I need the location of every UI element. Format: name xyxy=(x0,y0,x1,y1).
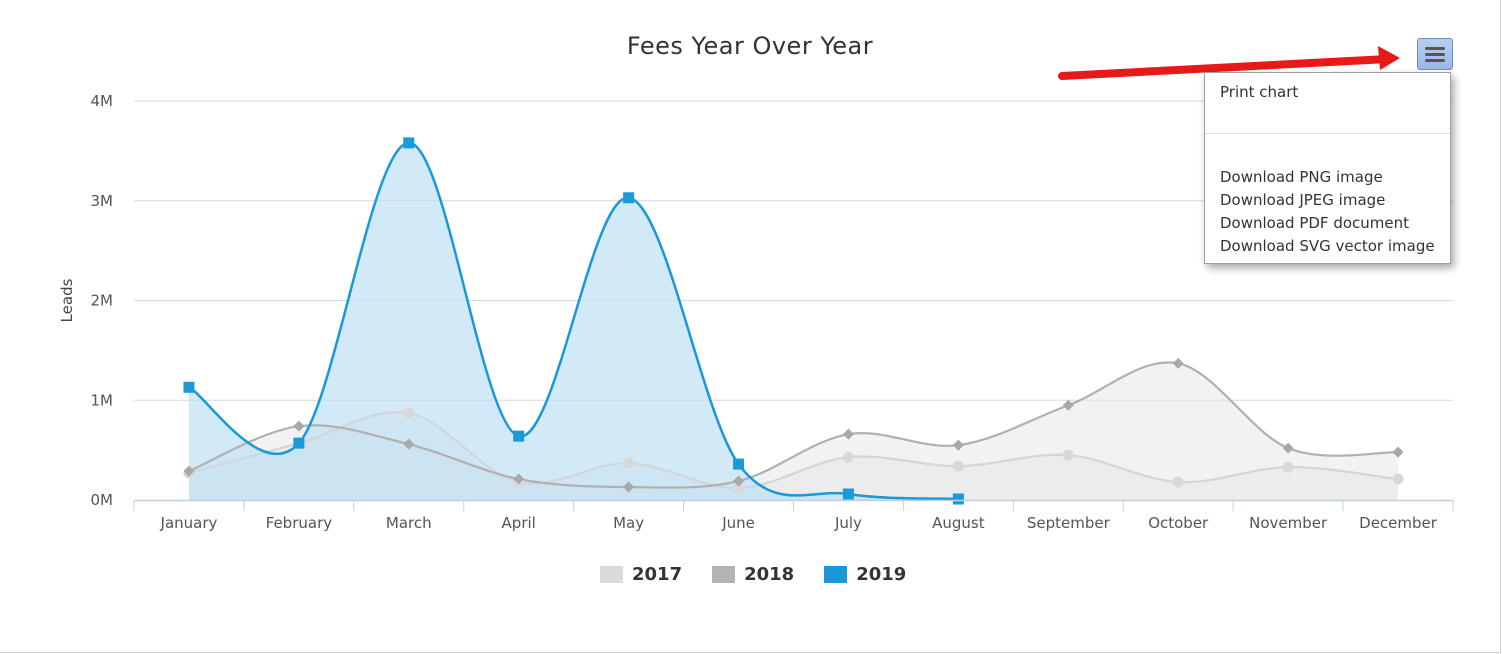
legend-label-2017: 2017 xyxy=(632,564,683,585)
legend-swatch-2018 xyxy=(712,566,736,583)
data-point-2017 xyxy=(1282,461,1294,473)
legend-item-2019[interactable]: 2019 xyxy=(824,564,906,585)
hamburger-menu-icon-bar xyxy=(1425,59,1445,62)
data-point-2018 xyxy=(183,465,195,477)
y-tick-label: 0M xyxy=(91,491,114,509)
legend: 2017 2018 2019 xyxy=(600,564,906,585)
x-tick-label: December xyxy=(1359,514,1438,532)
hamburger-menu-icon-bar xyxy=(1425,53,1445,56)
print-chart-item[interactable]: Print chart xyxy=(1220,83,1299,101)
x-tick-label: May xyxy=(613,514,644,532)
data-point-2017 xyxy=(403,407,415,419)
legend-item-2017[interactable]: 2017 xyxy=(600,564,682,585)
data-point-2018 xyxy=(733,475,745,487)
data-point-2017 xyxy=(1172,476,1184,488)
download-pdf-item[interactable]: Download PDF document xyxy=(1220,214,1410,232)
legend-swatch-2019 xyxy=(824,566,848,583)
y-tick-label: 4M xyxy=(91,92,114,110)
data-point-2019 xyxy=(842,488,854,500)
legend-item-2018[interactable]: 2018 xyxy=(712,564,794,585)
y-tick-label: 1M xyxy=(91,391,114,409)
x-tick-label: September xyxy=(1027,514,1111,532)
download-jpeg-item[interactable]: Download JPEG image xyxy=(1220,191,1386,209)
hamburger-menu-button[interactable] xyxy=(1417,38,1453,70)
chart-title: Fees Year Over Year xyxy=(626,32,874,60)
x-tick-label: June xyxy=(721,514,755,532)
series-line-2019 xyxy=(188,141,959,501)
data-point-2019 xyxy=(513,430,525,442)
data-point-2017 xyxy=(1392,473,1404,485)
data-point-2018 xyxy=(293,420,305,432)
data-point-2017 xyxy=(733,482,745,494)
download-png-item[interactable]: Download PNG image xyxy=(1220,168,1383,186)
series-line-2018 xyxy=(188,361,1399,489)
data-point-2018 xyxy=(513,473,525,485)
data-point-2018 xyxy=(1392,446,1404,458)
series-line-2017 xyxy=(188,411,1399,490)
legend-label-2019: 2019 xyxy=(856,564,907,585)
legend-label-2018: 2018 xyxy=(744,564,795,585)
data-point-2019 xyxy=(403,137,415,149)
y-tick-label: 2M xyxy=(91,292,114,310)
data-point-2017 xyxy=(1062,449,1074,461)
line-layer xyxy=(188,141,1399,501)
x-tick-label: October xyxy=(1148,514,1209,532)
x-tick-label: April xyxy=(502,514,536,532)
data-point-2019 xyxy=(623,192,635,204)
y-axis-title: Leads xyxy=(58,278,76,322)
data-point-2019 xyxy=(733,458,745,470)
red-arrow-icon xyxy=(1378,46,1400,70)
legend-swatch-2017 xyxy=(600,566,623,583)
data-point-2017 xyxy=(623,457,635,469)
download-svg-item[interactable]: Download SVG vector image xyxy=(1220,237,1435,255)
axis-layer: 0M 1M 2M 3M 4M January February March April May Ju… xyxy=(58,92,1454,532)
export-menu: Print chart Download PNG image Download … xyxy=(1204,72,1451,264)
marker-layer xyxy=(183,137,1404,505)
menu-separator xyxy=(1205,133,1450,134)
data-point-2018 xyxy=(952,439,964,451)
x-tick-label: July xyxy=(834,514,862,532)
x-tick-label: February xyxy=(266,514,333,532)
data-point-2018 xyxy=(403,438,415,450)
hamburger-menu-icon xyxy=(1425,47,1445,50)
data-point-2017 xyxy=(842,451,854,463)
x-tick-label: January xyxy=(160,514,218,532)
y-tick-label: 3M xyxy=(91,192,114,210)
annotation-layer xyxy=(1058,46,1400,80)
data-point-2018 xyxy=(623,481,635,493)
data-point-2019 xyxy=(183,381,195,393)
x-tick-label: March xyxy=(386,514,432,532)
data-point-2019 xyxy=(952,493,964,505)
data-point-2018 xyxy=(1062,399,1074,411)
x-tick-label: August xyxy=(932,514,985,532)
data-point-2018 xyxy=(1282,442,1294,454)
data-point-2019 xyxy=(293,437,305,449)
data-point-2017 xyxy=(952,460,964,472)
series-area-2018 xyxy=(188,362,1399,500)
x-tick-label: November xyxy=(1249,514,1328,532)
red-arrow-shaft xyxy=(1058,55,1392,80)
data-point-2018 xyxy=(1172,357,1184,369)
data-point-2018 xyxy=(842,428,854,440)
